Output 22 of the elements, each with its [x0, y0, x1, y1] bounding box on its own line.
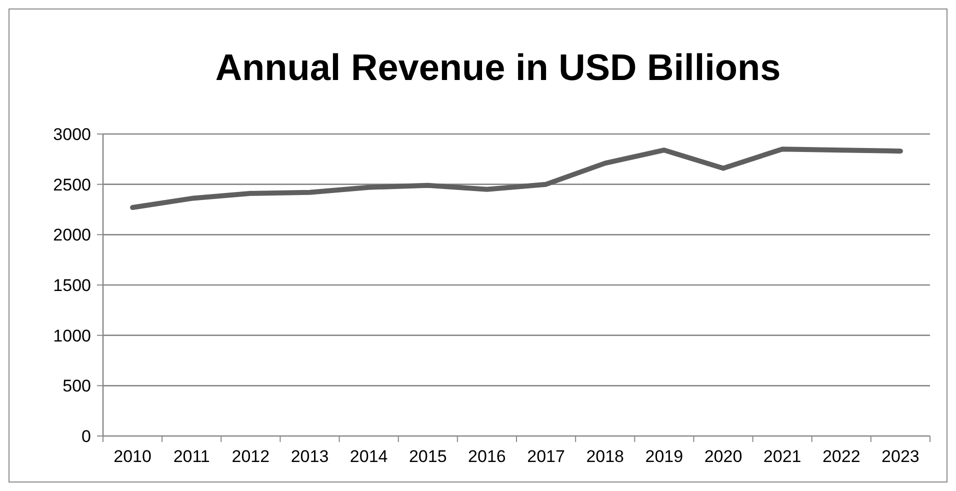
- x-tick-label: 2015: [408, 447, 447, 466]
- x-tick-label: 2010: [114, 447, 152, 466]
- y-tick-label: 3000: [53, 124, 91, 144]
- x-tick-label: 2017: [527, 447, 565, 466]
- y-tick-label: 0: [82, 426, 91, 446]
- x-tick-label: 2011: [173, 447, 210, 466]
- x-tick-label: 2023: [882, 447, 920, 466]
- chart-title: Annual Revenue in USD Billions: [215, 47, 781, 88]
- y-tick-label: 1000: [53, 326, 91, 346]
- x-tick-label: 2022: [822, 447, 860, 466]
- x-tick-label: 2018: [586, 447, 624, 466]
- x-tick-label: 2016: [468, 447, 506, 466]
- x-tick-label: 2019: [645, 447, 684, 466]
- x-tick-label: 2012: [232, 447, 270, 466]
- x-tick-label: 2021: [763, 447, 802, 466]
- y-tick-label: 1500: [53, 276, 91, 295]
- y-tick-label: 500: [62, 376, 91, 396]
- x-tick-label: 2014: [350, 447, 388, 466]
- x-tick-label: 2013: [290, 447, 329, 466]
- y-tick-label: 2000: [53, 226, 91, 245]
- x-tick-label: 2020: [704, 447, 742, 466]
- y-tick-label: 2500: [53, 175, 91, 194]
